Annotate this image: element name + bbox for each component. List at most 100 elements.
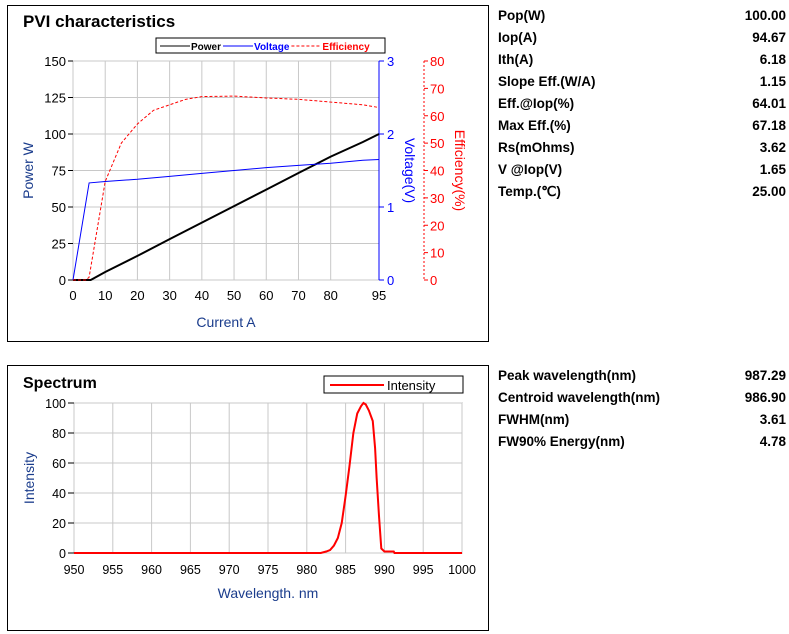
param-value: 100.00 [744,8,786,23]
param-label: Max Eff.(%) [498,118,571,133]
x-tick-label: 80 [323,288,337,303]
y-tick-label: 40 [52,487,66,501]
x-tick-label: 10 [98,288,112,303]
x-tick-label: 95 [372,288,386,303]
voltage-tick-label: 3 [387,54,394,69]
param-value: 6.18 [759,52,786,67]
efficiency-tick-label: 0 [430,273,437,288]
legend-label-voltage: Voltage [254,42,290,53]
param-value: 25.00 [752,184,786,199]
legend [323,375,464,394]
efficiency-tick-label: 70 [430,81,444,96]
y-tick-label: 100 [45,397,66,411]
legend-label-efficiency: Efficiency [322,42,370,53]
x-tick-label: 995 [413,563,434,577]
param-value: 4.78 [759,434,786,449]
efficiency-tick-label: 20 [430,218,444,233]
x-tick-label: 30 [162,288,176,303]
legend [155,37,386,54]
x-axis-label: Wavelength. nm [218,585,319,601]
y-axis-label: Intensity [21,452,37,504]
y-tick-label: 20 [52,517,66,531]
x-tick-label: 985 [335,563,356,577]
param-row: FW90% Energy(nm) 4.78 [498,431,786,453]
param-label: Peak wavelength(nm) [498,368,637,383]
param-label: FWHM(nm) [498,412,570,427]
param-value: 3.61 [759,412,786,427]
spectrum-parameters-table: Peak wavelength(nm) 987.29 Centroid wavele… [498,365,786,453]
param-row: Pop(W) 100.00 [498,5,786,27]
param-label: FW90% Energy(nm) [498,434,625,449]
param-row: V @Iop(V) 1.65 [498,159,786,181]
param-value: 1.15 [759,74,786,89]
param-label: Slope Eff.(W/A) [498,74,596,89]
param-row: Slope Eff.(W/A) 1.15 [498,71,786,93]
voltage-tick-label: 0 [387,273,394,288]
power-tick-label: 50 [52,200,66,215]
param-value: 3.62 [759,140,786,155]
power-tick-label: 125 [44,91,66,106]
param-row: Ith(A) 6.18 [498,49,786,71]
efficiency-tick-label: 10 [430,246,444,261]
param-label: Rs(mOhms) [498,140,575,155]
param-value: 64.01 [752,96,786,111]
efficiency-tick-label: 50 [430,136,444,151]
param-value: 987.29 [744,368,786,383]
x-tick-label: 975 [258,563,279,577]
x-tick-label: 980 [296,563,317,577]
x-tick-label: 965 [180,563,201,577]
power-tick-label: 100 [44,127,66,142]
legend-label-intensity: Intensity [387,378,436,393]
voltage-tick-label: 2 [387,127,394,142]
efficiency-tick-label: 60 [430,109,444,124]
efficiency-axis-label: Efficiency(%) [452,130,468,211]
power-tick-label: 75 [52,164,66,179]
x-tick-label: 20 [130,288,144,303]
param-value: 986.90 [744,390,786,405]
param-row: Centroid wavelength(nm) 986.90 [498,387,786,409]
voltage-axis-label: Voltage(V) [402,138,418,203]
chart-title: Spectrum [23,375,97,392]
x-tick-label: 955 [102,563,123,577]
y-tick-label: 60 [52,457,66,471]
param-label: Ith(A) [498,52,534,67]
param-value: 1.65 [759,162,786,177]
power-tick-label: 150 [44,54,66,69]
voltage-tick-label: 1 [387,200,394,215]
param-label: Temp.(℃) [498,184,561,199]
param-value: 94.67 [752,30,786,45]
param-row: FWHM(nm) 3.61 [498,409,786,431]
x-axis-label: Current A [196,314,256,330]
param-row: Max Eff.(%) 67.18 [498,115,786,137]
param-label: Pop(W) [498,8,546,23]
pvi-parameters-table: Pop(W) 100.00 Iop(A) 94.67 Ith(A) 6.18 Slope E… [498,5,786,203]
param-row: Rs(mOhms) 3.62 [498,137,786,159]
x-tick-label: 970 [219,563,240,577]
series-intensity [74,401,462,554]
param-row: Peak wavelength(nm) 987.29 [498,365,786,387]
x-tick-label: 50 [227,288,241,303]
chart-title: PVI characteristics [23,12,175,31]
param-label: Eff.@Iop(%) [498,96,575,111]
param-value: 67.18 [752,118,786,133]
power-tick-label: 25 [52,237,66,252]
param-label: Iop(A) [498,30,537,45]
param-row: Eff.@Iop(%) 64.01 [498,93,786,115]
y-tick-label: 0 [59,547,66,561]
param-label: V @Iop(V) [498,162,563,177]
x-tick-label: 1000 [448,563,476,577]
x-tick-label: 0 [69,288,76,303]
param-label: Centroid wavelength(nm) [498,390,661,405]
x-tick-label: 990 [374,563,395,577]
y-tick-label: 80 [52,427,66,441]
x-tick-label: 70 [291,288,305,303]
param-row: Temp.(℃) 25.00 [498,181,786,203]
power-axis-label: Power W [20,141,36,199]
efficiency-tick-label: 80 [430,54,444,69]
x-tick-label: 40 [195,288,209,303]
legend-label-power: Power [191,42,221,53]
series-voltage [72,159,380,281]
param-row: Iop(A) 94.67 [498,27,786,49]
